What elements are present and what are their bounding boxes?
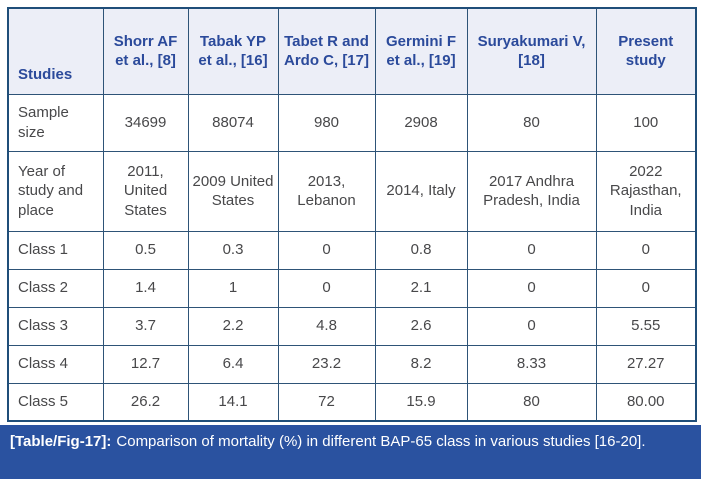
- cell-value: 14.1: [187, 382, 279, 422]
- column-header: Tabak YP et al., [16]: [187, 7, 279, 95]
- column-header: Suryakumari V, [18]: [466, 7, 597, 95]
- row-label: Class 5: [7, 382, 104, 422]
- cell-value: 0: [277, 230, 376, 270]
- cell-value: 26.2: [102, 382, 189, 422]
- table-row: Class 1 0.5 0.3 0 0.8 0 0: [7, 230, 697, 270]
- cell-value: 80.00: [595, 382, 697, 422]
- row-label: Year of study and place: [7, 150, 104, 232]
- cell-value: 4.8: [277, 306, 376, 346]
- cell-value: 72: [277, 382, 376, 422]
- cell-value: 0.5: [102, 230, 189, 270]
- column-header: Studies: [7, 7, 104, 95]
- cell-value: 0.3: [187, 230, 279, 270]
- cell-value: 2.2: [187, 306, 279, 346]
- cell-value: 8.33: [466, 344, 597, 384]
- cell-value: 12.7: [102, 344, 189, 384]
- header-row: Studies Shorr AF et al., [8] Tabak YP et a…: [7, 7, 697, 95]
- table-row: Class 3 3.7 2.2 4.8 2.6 0 5.55: [7, 306, 697, 346]
- cell-value: 8.2: [374, 344, 468, 384]
- cell-value: 0: [277, 268, 376, 308]
- cell-value: 0.8: [374, 230, 468, 270]
- row-label: Class 2: [7, 268, 104, 308]
- cell-value: 34699: [102, 93, 189, 152]
- cell-value: 6.4: [187, 344, 279, 384]
- cell-value: 1: [187, 268, 279, 308]
- cell-value: 2013, Lebanon: [277, 150, 376, 232]
- column-header: Present study: [595, 7, 697, 95]
- table-row: Class 2 1.4 1 0 2.1 0 0: [7, 268, 697, 308]
- cell-value: 2014, Italy: [374, 150, 468, 232]
- cell-value: 2.1: [374, 268, 468, 308]
- cell-value: 0: [466, 306, 597, 346]
- table-row: Class 5 26.2 14.1 72 15.9 80 80.00: [7, 382, 697, 422]
- cell-value: 0: [595, 230, 697, 270]
- row-label: Class 4: [7, 344, 104, 384]
- cell-value: 3.7: [102, 306, 189, 346]
- cell-value: 80: [466, 93, 597, 152]
- cell-value: 2908: [374, 93, 468, 152]
- table-row: Class 4 12.7 6.4 23.2 8.2 8.33 27.27: [7, 344, 697, 384]
- cell-value: 2011, United States: [102, 150, 189, 232]
- cell-value: 980: [277, 93, 376, 152]
- table-row: Year of study and place 2011, United Stat…: [7, 150, 697, 232]
- cell-value: 2017 Andhra Pradesh, India: [466, 150, 597, 232]
- column-header: Shorr AF et al., [8]: [102, 7, 189, 95]
- column-header: Germini F et al., [19]: [374, 7, 468, 95]
- row-label: Sample size: [7, 93, 104, 152]
- cell-value: 2022 Rajasthan, India: [595, 150, 697, 232]
- caption-text: Comparison of mortality (%) in different…: [116, 433, 646, 450]
- cell-value: 5.55: [595, 306, 697, 346]
- cell-value: 88074: [187, 93, 279, 152]
- mortality-comparison-table: Studies Shorr AF et al., [8] Tabak YP et a…: [7, 7, 697, 422]
- cell-value: 0: [466, 268, 597, 308]
- cell-value: 23.2: [277, 344, 376, 384]
- caption-tag: [Table/Fig-17]:: [10, 433, 112, 450]
- cell-value: 1.4: [102, 268, 189, 308]
- column-header: Tabet R and Ardo C, [17]: [277, 7, 376, 95]
- table-caption: [Table/Fig-17]: Comparison of mortality (…: [0, 425, 701, 479]
- cell-value: 2009 United States: [187, 150, 279, 232]
- cell-value: 2.6: [374, 306, 468, 346]
- cell-value: 0: [466, 230, 597, 270]
- cell-value: 80: [466, 382, 597, 422]
- cell-value: 0: [595, 268, 697, 308]
- table-row: Sample size 34699 88074 980 2908 80 100: [7, 93, 697, 152]
- cell-value: 15.9: [374, 382, 468, 422]
- row-label: Class 3: [7, 306, 104, 346]
- row-label: Class 1: [7, 230, 104, 270]
- cell-value: 100: [595, 93, 697, 152]
- cell-value: 27.27: [595, 344, 697, 384]
